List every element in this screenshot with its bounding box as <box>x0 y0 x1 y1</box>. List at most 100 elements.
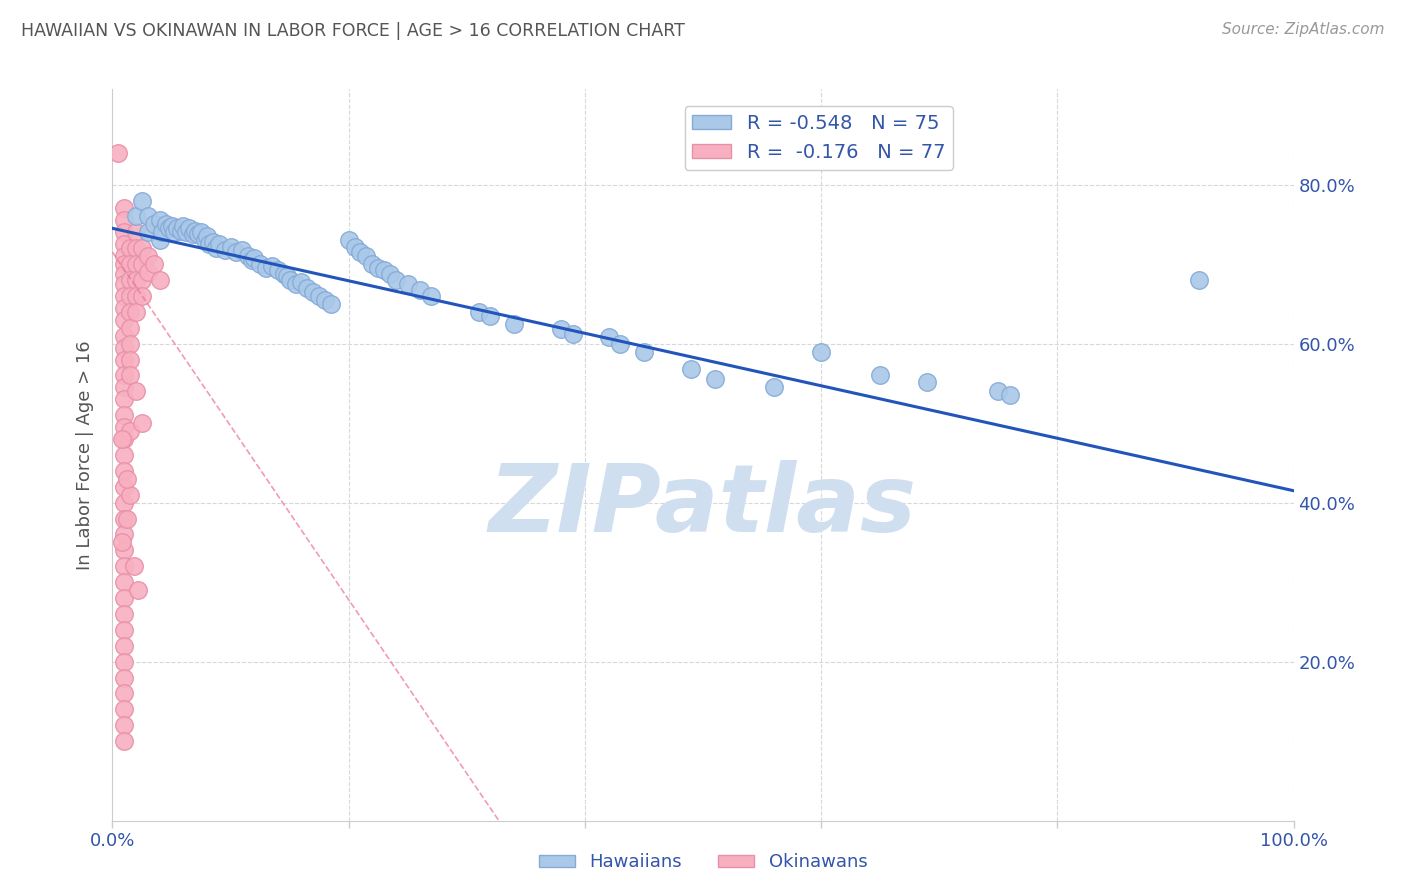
Point <box>120 320 142 334</box>
Point <box>155 218 177 232</box>
Point <box>136 210 159 224</box>
Point <box>120 273 142 287</box>
Point <box>112 734 135 748</box>
Point <box>112 639 135 653</box>
Point <box>112 575 135 590</box>
Point <box>112 702 135 716</box>
Point <box>111 535 134 549</box>
Point <box>249 257 271 271</box>
Point <box>186 227 208 241</box>
Point <box>396 277 419 291</box>
Point <box>112 380 135 394</box>
Point <box>550 322 572 336</box>
Point <box>115 511 138 525</box>
Point <box>112 368 135 383</box>
Point <box>160 219 183 233</box>
Point <box>112 213 135 227</box>
Point <box>111 432 134 446</box>
Point <box>122 559 145 574</box>
Point <box>131 257 153 271</box>
Point <box>125 210 148 224</box>
Point <box>479 309 502 323</box>
Point <box>917 375 939 389</box>
Point <box>810 344 832 359</box>
Point <box>681 362 703 376</box>
Point <box>278 273 301 287</box>
Point <box>112 289 135 303</box>
Point <box>112 607 135 621</box>
Point <box>987 384 1010 399</box>
Point <box>131 289 153 303</box>
Point <box>150 225 173 239</box>
Point <box>869 368 891 383</box>
Point <box>112 671 135 685</box>
Point <box>276 268 298 283</box>
Point <box>120 368 142 383</box>
Point <box>198 237 221 252</box>
Point <box>273 267 295 281</box>
Point <box>112 202 135 216</box>
Point <box>267 263 290 277</box>
Point <box>112 249 135 263</box>
Legend: R = -0.548   N = 75, R =  -0.176   N = 77: R = -0.548 N = 75, R = -0.176 N = 77 <box>685 106 953 169</box>
Point <box>112 543 135 558</box>
Point <box>420 289 443 303</box>
Point <box>194 233 217 247</box>
Point <box>408 283 430 297</box>
Point <box>112 352 135 367</box>
Point <box>314 293 336 307</box>
Point <box>337 233 360 247</box>
Point <box>290 275 312 289</box>
Point <box>149 233 172 247</box>
Point <box>181 227 204 241</box>
Point <box>201 235 224 249</box>
Point <box>112 655 135 669</box>
Point <box>284 277 307 291</box>
Point <box>136 249 159 263</box>
Text: HAWAIIAN VS OKINAWAN IN LABOR FORCE | AGE > 16 CORRELATION CHART: HAWAIIAN VS OKINAWAN IN LABOR FORCE | AG… <box>21 22 685 40</box>
Point <box>225 245 247 260</box>
Point <box>184 224 207 238</box>
Point <box>208 237 231 252</box>
Legend: Hawaiians, Okinawans: Hawaiians, Okinawans <box>531 847 875 879</box>
Point <box>112 718 135 732</box>
Point <box>112 225 135 239</box>
Point <box>112 432 135 446</box>
Point <box>127 583 149 598</box>
Point <box>142 218 165 232</box>
Point <box>142 257 165 271</box>
Point <box>112 392 135 407</box>
Point <box>112 495 135 509</box>
Point <box>373 263 395 277</box>
Point <box>125 241 148 255</box>
Point <box>179 221 201 235</box>
Point <box>112 591 135 605</box>
Point <box>112 267 135 281</box>
Point <box>762 380 785 394</box>
Point <box>319 297 342 311</box>
Point <box>125 305 148 319</box>
Point <box>112 527 135 541</box>
Point <box>115 472 138 486</box>
Point <box>163 225 186 239</box>
Point <box>112 511 135 525</box>
Point <box>231 243 253 257</box>
Point <box>112 480 135 494</box>
Point <box>297 281 319 295</box>
Point <box>125 273 148 287</box>
Point <box>131 194 153 208</box>
Point <box>219 239 242 253</box>
Point <box>349 245 371 260</box>
Point <box>598 330 620 344</box>
Point <box>367 261 389 276</box>
Point <box>633 344 655 359</box>
Point <box>136 225 159 239</box>
Point <box>120 352 142 367</box>
Point <box>157 221 180 235</box>
Point <box>243 251 266 265</box>
Point <box>125 257 148 271</box>
Point <box>131 241 153 255</box>
Point <box>112 312 135 326</box>
Point <box>112 237 135 252</box>
Point <box>378 267 401 281</box>
